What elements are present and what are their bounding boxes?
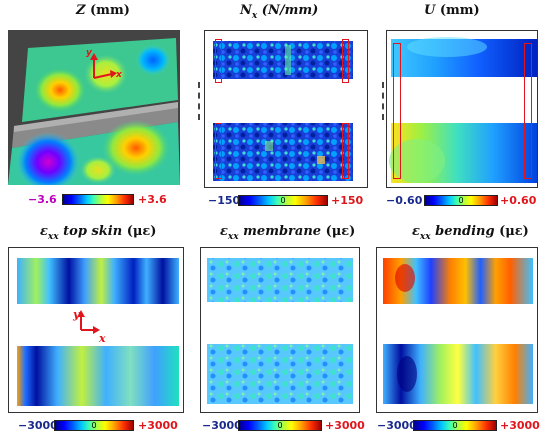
u-colorbar: 0 [424,195,498,206]
z-axis-x-label: x [116,70,122,80]
nx-strip-left-bottom [215,123,222,179]
u-contour-image [389,37,537,183]
top-skin-panel: y x [8,247,184,413]
top-skin-colorbar-min: −3000 [18,419,58,432]
membrane-colorbar-max: +3000 [325,419,365,432]
nx-panel [204,30,368,188]
u-colorbar-min: −0.60 [386,194,423,207]
u-dashed-guide [382,82,384,120]
u-strip-left [393,43,401,179]
top-skin-axis-x-label: x [99,332,106,345]
z-photo-panel: y x [8,30,180,185]
nx-contour-image [213,41,353,181]
bending-colorbar: 0 [413,420,497,431]
z-colorbar-max: +3.6 [138,193,167,206]
title-nx: Nx (N/mm) [240,3,319,21]
top-skin-axis-y-label: y [73,308,80,321]
nx-colorbar-min: −150 [208,194,241,207]
top-skin-colorbar: 0 [54,420,134,431]
title-membrane: εxx membrane (με) [220,224,356,242]
nx-dashed-guide [198,82,200,120]
top-skin-contour-image [17,258,179,406]
membrane-colorbar: 0 [238,420,322,431]
z-contour-image [8,30,180,185]
u-colorbar-max: +0.60 [500,194,537,207]
z-colorbar-min: −3.6 [28,193,57,206]
bending-colorbar-max: +3000 [500,419,540,432]
u-strip-right [524,43,532,179]
title-z: Z (mm) [76,3,130,18]
bending-colorbar-min: −3000 [377,419,417,432]
u-panel [386,30,538,188]
nx-colorbar: 0 [238,195,328,206]
z-axis-y-label: y [86,48,92,58]
title-u: U (mm) [424,3,480,18]
nx-strip-left-top [215,39,222,83]
nx-strip-right-top [342,39,349,83]
top-skin-colorbar-max: +3000 [138,419,178,432]
z-colorbar [62,194,134,205]
membrane-contour-image [207,258,353,404]
nx-strip-right-bottom [342,123,349,179]
title-bending: εxx bending (με) [412,224,529,242]
bending-panel [376,247,538,413]
bending-contour-image [383,258,533,404]
title-top-skin: εxx top skin (με) [40,224,157,242]
membrane-colorbar-min: −3000 [202,419,242,432]
membrane-panel [200,247,360,413]
nx-colorbar-max: +150 [331,194,364,207]
